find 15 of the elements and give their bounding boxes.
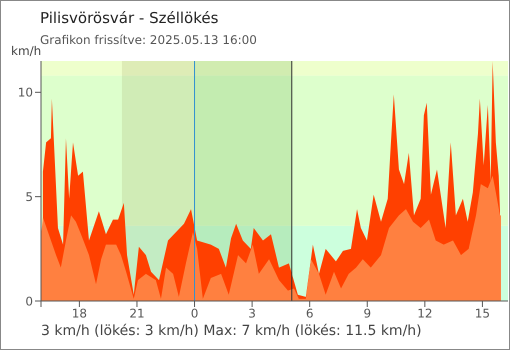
x-tick-label: 9 bbox=[363, 306, 372, 321]
x-tick-label: 6 bbox=[306, 306, 314, 321]
x-tick-label: 3 bbox=[248, 306, 256, 321]
y-tick-label: 5 bbox=[25, 190, 33, 204]
y-tick-label: 0 bbox=[25, 294, 33, 308]
x-tick-label: 0 bbox=[190, 306, 198, 321]
text: 3 km/h (lökés: 3 km/h) Max: 7 km/h (lökés: 11.5 km/h) bbox=[41, 323, 422, 339]
y-tick-label: 10 bbox=[18, 86, 33, 100]
x-tick-label: 21 bbox=[129, 306, 145, 321]
chart-title: Pilisvörösvár - Széllökés bbox=[40, 9, 218, 27]
chart-subtitle: Grafikon frissítve: 2025.05.13 16:00 bbox=[40, 33, 257, 47]
x-tick-label: 18 bbox=[72, 306, 88, 321]
x-tick-label: 12 bbox=[417, 306, 432, 321]
x-tick-label: 15 bbox=[474, 306, 490, 321]
y-axis-title: km/h bbox=[11, 44, 42, 58]
